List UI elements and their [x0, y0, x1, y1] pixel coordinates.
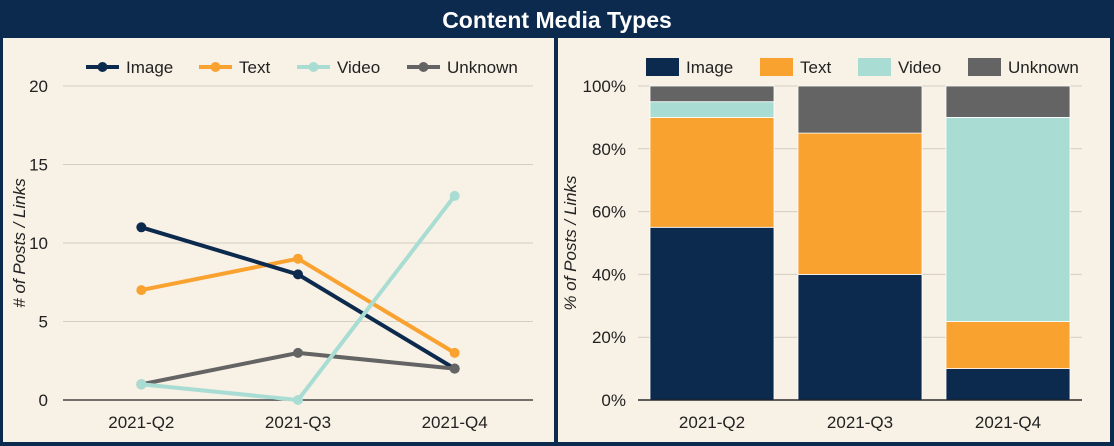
y-tick-label: 20%	[592, 328, 626, 347]
bar-segment-text	[649, 117, 775, 228]
data-point-unknown	[449, 363, 460, 374]
y-tick-label: 0	[39, 391, 48, 410]
x-tick-label: 2021-Q3	[827, 413, 893, 432]
bar-segment-image	[649, 226, 775, 401]
x-tick-label: 2021-Q4	[422, 413, 488, 432]
legend-label-video: Video	[898, 58, 941, 77]
legend-marker-text	[210, 62, 221, 72]
y-tick-label: 80%	[592, 140, 626, 159]
dashboard-title: Content Media Types	[442, 7, 672, 33]
legend-label-image: Image	[686, 58, 733, 77]
bar-segment-image	[797, 273, 923, 401]
legend-label-text: Text	[800, 58, 831, 77]
line-chart-panel: 0 5 10 15 20 2021-Q2 2021-Q3 2021-Q4 # of Posts …	[3, 38, 554, 442]
legend-label-unknown: Unknown	[447, 58, 518, 77]
data-point-video	[293, 395, 303, 405]
y-tick-label: 15	[29, 156, 48, 175]
data-point-image	[293, 269, 303, 280]
legend-label-unknown: Unknown	[1008, 58, 1079, 77]
legend-swatch-video	[858, 58, 891, 76]
y-axis-label: % of Posts / Links	[561, 175, 580, 311]
data-point-video	[449, 190, 460, 201]
legend-marker-unknown	[418, 62, 429, 72]
series-line-video	[141, 194, 457, 402]
y-tick-label: 0%	[601, 391, 626, 410]
data-point-unknown	[293, 347, 303, 358]
legend-label-image: Image	[126, 58, 173, 77]
legend-marker-image	[97, 62, 108, 72]
y-tick-label: 60%	[592, 203, 626, 222]
x-tick-label: 2021-Q3	[265, 413, 331, 432]
bar-segment-image	[945, 368, 1071, 401]
legend-swatch-unknown	[968, 58, 1001, 76]
bar-segment-text	[945, 321, 1071, 369]
bar-segment-video	[649, 101, 775, 118]
data-point-text	[136, 285, 147, 296]
bar-segment-text	[797, 132, 923, 275]
bar-segment-unknown	[945, 85, 1071, 118]
data-point-video	[136, 379, 147, 390]
bar-segment-unknown	[649, 85, 775, 103]
x-tick-label: 2021-Q2	[108, 413, 174, 432]
legend-marker-video	[308, 62, 319, 72]
legend-label-video: Video	[337, 58, 380, 77]
stacked-bar-chart: 0% 20% 40% 60% 80% 100% 2021-Q2 2021-Q3 2021-Q4%…	[561, 58, 1082, 432]
y-tick-label: 40%	[592, 265, 626, 284]
y-tick-label: 10	[29, 234, 48, 253]
data-point-text	[293, 253, 303, 264]
y-tick-label: 100%	[583, 77, 626, 96]
title-bar: Content Media Types	[0, 0, 1114, 38]
line-chart: 0 5 10 15 20 2021-Q2 2021-Q3 2021-Q4 # of Posts …	[10, 58, 533, 432]
y-tick-label: 20	[29, 77, 48, 96]
data-point-image	[136, 222, 147, 233]
bar-segment-video	[945, 117, 1071, 322]
y-tick-label: 5	[39, 313, 48, 332]
y-axis-label: # of Posts / Links	[10, 178, 29, 308]
x-tick-label: 2021-Q4	[975, 413, 1041, 432]
stacked-bar-chart-panel: 0% 20% 40% 60% 80% 100% 2021-Q2 2021-Q3 2021-Q4%…	[558, 38, 1110, 442]
legend-swatch-image	[646, 58, 679, 76]
data-point-text	[449, 347, 460, 358]
series-line-image	[140, 225, 456, 371]
legend-label-text: Text	[239, 58, 270, 77]
x-tick-label: 2021-Q2	[679, 413, 745, 432]
legend-swatch-text	[760, 58, 793, 76]
bar-segment-unknown	[797, 85, 923, 134]
